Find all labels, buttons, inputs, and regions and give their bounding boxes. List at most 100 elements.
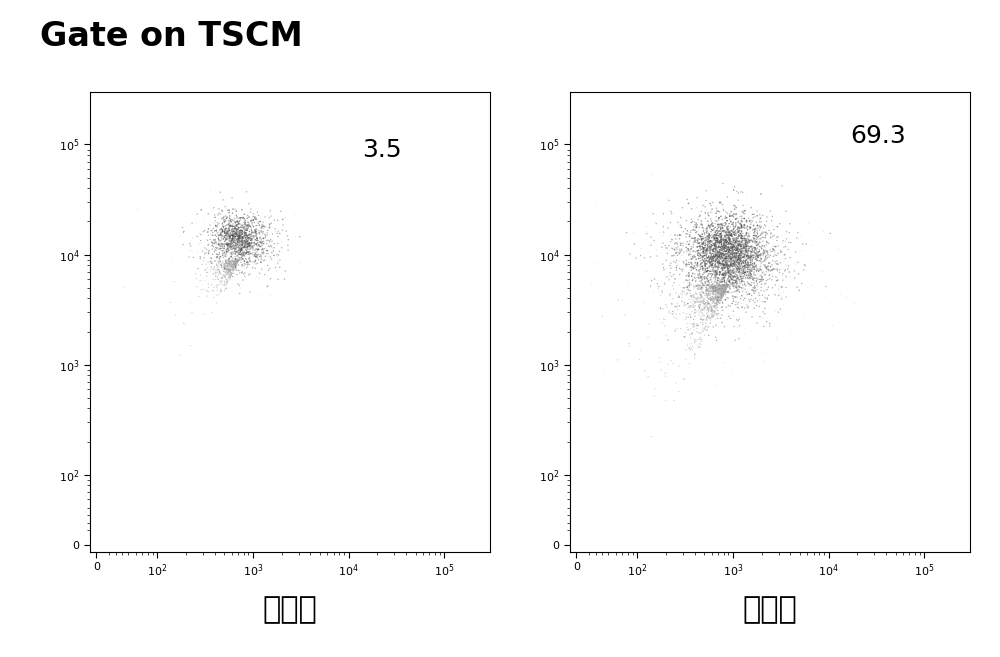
Point (225, 256, 241, 266)
Point (242, 240, 258, 251)
Point (217, 260, 233, 270)
Point (224, 226, 240, 237)
Point (737, 242, 753, 252)
Point (750, 290, 766, 300)
Point (712, 283, 728, 294)
Point (718, 281, 734, 291)
Point (746, 273, 762, 283)
Point (725, 265, 741, 276)
Point (200, 226, 216, 237)
Point (230, 256, 246, 266)
Point (736, 251, 752, 261)
Point (709, 294, 725, 305)
Point (241, 239, 257, 250)
Point (247, 254, 263, 264)
Point (699, 265, 715, 276)
Point (771, 284, 787, 295)
Point (705, 279, 721, 289)
Point (736, 242, 752, 252)
Point (675, 374, 691, 384)
Point (751, 246, 767, 256)
Point (709, 283, 725, 293)
Point (714, 281, 730, 291)
Point (727, 244, 743, 254)
Point (707, 293, 723, 304)
Point (722, 271, 738, 282)
Point (209, 267, 225, 278)
Point (236, 256, 252, 266)
Point (706, 280, 722, 290)
Point (224, 223, 240, 234)
Point (234, 229, 250, 239)
Point (717, 282, 733, 292)
Point (240, 238, 256, 249)
Point (720, 280, 736, 290)
Point (261, 223, 277, 233)
Point (716, 287, 732, 298)
Point (229, 230, 245, 240)
Point (677, 373, 693, 384)
Point (719, 280, 735, 290)
Point (247, 235, 263, 245)
Point (716, 242, 732, 252)
Point (732, 254, 748, 265)
Point (745, 232, 761, 242)
Point (696, 294, 712, 305)
Point (705, 289, 721, 300)
Point (702, 238, 718, 248)
Point (718, 280, 734, 290)
Point (730, 233, 746, 243)
Point (252, 268, 268, 279)
Point (712, 258, 728, 268)
Point (693, 258, 709, 268)
Point (712, 292, 728, 303)
Point (737, 244, 753, 254)
Point (713, 292, 729, 302)
Point (742, 289, 758, 300)
Point (722, 236, 738, 246)
Point (752, 261, 768, 272)
Point (707, 232, 723, 242)
Point (733, 253, 749, 263)
Point (738, 235, 754, 246)
Point (228, 256, 244, 266)
Point (215, 238, 231, 249)
Point (255, 244, 271, 255)
Point (657, 277, 673, 288)
Point (214, 206, 230, 216)
Point (715, 283, 731, 293)
Point (719, 251, 735, 261)
Point (690, 294, 706, 304)
Point (745, 266, 761, 277)
Point (714, 276, 730, 286)
Point (727, 225, 743, 236)
Point (230, 255, 246, 265)
Point (706, 234, 722, 244)
Point (252, 240, 268, 251)
Point (230, 216, 246, 227)
Point (238, 237, 254, 248)
Point (702, 223, 718, 233)
Point (710, 299, 726, 309)
Point (203, 237, 219, 247)
Point (773, 245, 789, 256)
Point (687, 258, 703, 268)
Point (719, 281, 735, 292)
Point (242, 232, 258, 242)
Point (738, 235, 754, 246)
Point (739, 237, 755, 248)
Point (716, 281, 732, 292)
Point (719, 276, 735, 286)
Point (726, 271, 742, 282)
Point (236, 241, 252, 252)
Point (683, 233, 699, 244)
Point (687, 311, 703, 321)
Point (218, 261, 234, 271)
Point (164, 256, 180, 266)
Point (750, 273, 766, 283)
Point (716, 256, 732, 266)
Point (749, 246, 765, 256)
Point (729, 254, 745, 265)
Point (723, 257, 739, 267)
Point (221, 256, 237, 266)
